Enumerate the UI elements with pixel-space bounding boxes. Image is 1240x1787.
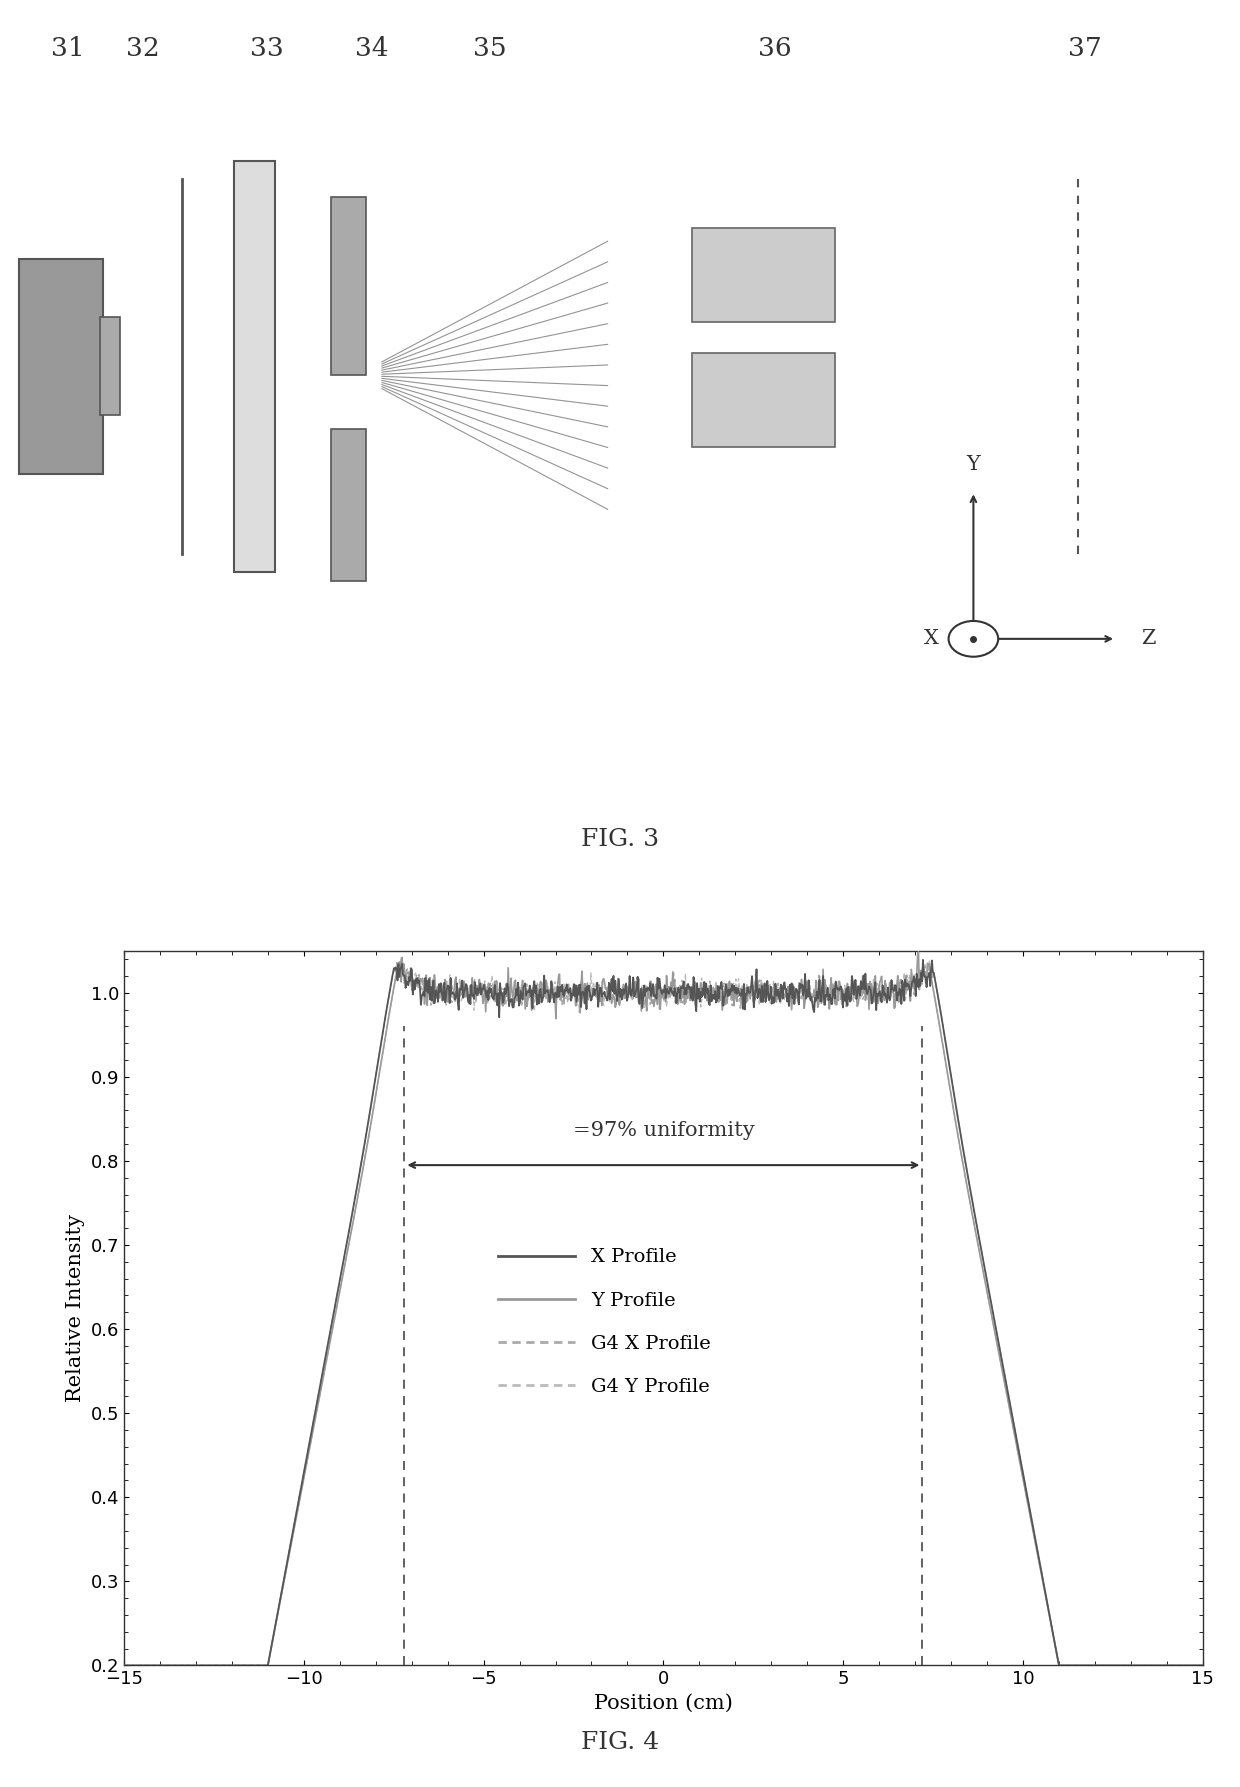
Text: =97% uniformity: =97% uniformity xyxy=(573,1120,754,1140)
Legend: X Profile, Y Profile, G4 X Profile, G4 Y Profile: X Profile, Y Profile, G4 X Profile, G4 Y… xyxy=(490,1240,718,1405)
Bar xyxy=(692,354,835,447)
Text: 37: 37 xyxy=(1068,36,1102,61)
X-axis label: Position (cm): Position (cm) xyxy=(594,1694,733,1714)
Bar xyxy=(331,197,366,375)
Text: Y: Y xyxy=(966,454,981,474)
Circle shape xyxy=(949,622,998,656)
Text: 33: 33 xyxy=(249,36,284,61)
Y-axis label: Relative Intensity: Relative Intensity xyxy=(66,1213,86,1403)
Bar xyxy=(234,161,275,572)
Text: 34: 34 xyxy=(355,36,389,61)
Bar xyxy=(100,316,120,415)
Text: Z: Z xyxy=(1141,629,1156,649)
Text: 31: 31 xyxy=(51,36,86,61)
Bar xyxy=(331,429,366,581)
Text: FIG. 4: FIG. 4 xyxy=(580,1732,660,1753)
Text: 36: 36 xyxy=(758,36,792,61)
Text: 32: 32 xyxy=(125,36,160,61)
Bar xyxy=(692,227,835,322)
Bar xyxy=(19,259,103,474)
Text: X: X xyxy=(924,629,939,649)
Text: FIG. 3: FIG. 3 xyxy=(580,829,660,851)
Text: 35: 35 xyxy=(472,36,507,61)
